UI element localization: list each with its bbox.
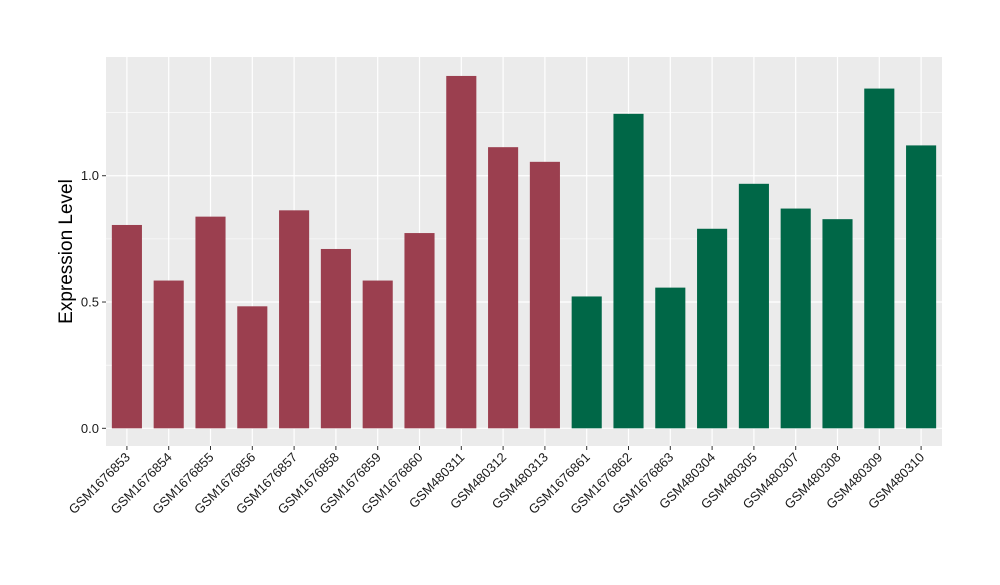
bar-GSM1676860 — [404, 233, 435, 429]
bar-GSM480313 — [529, 161, 560, 429]
bar-GSM480304 — [697, 228, 728, 429]
y-tick-label: 1.0 — [81, 168, 99, 183]
bar-GSM480307 — [780, 208, 811, 429]
bar-GSM480310 — [906, 145, 937, 429]
bar-GSM1676863 — [655, 287, 686, 429]
bar-GSM480305 — [738, 183, 769, 429]
y-axis-title: Expression Level — [56, 179, 77, 324]
y-axis: 0.0 0.5 1.0 — [81, 168, 106, 436]
bar-GSM1676858 — [320, 248, 351, 429]
bar-GSM480309 — [864, 88, 895, 429]
bar-GSM1676861 — [571, 296, 602, 429]
bar-GSM480311 — [446, 75, 477, 429]
bars — [111, 75, 937, 429]
x-axis: GSM1676853GSM1676854GSM1676855GSM1676856… — [66, 446, 927, 517]
bar-GSM480312 — [488, 147, 519, 429]
plot-panel — [106, 57, 942, 446]
bar-GSM480308 — [822, 219, 853, 429]
bar-GSM1676857 — [279, 210, 310, 429]
bar-GSM1676853 — [111, 224, 142, 429]
bar-GSM1676862 — [613, 113, 644, 429]
bar-GSM1676859 — [362, 280, 393, 429]
bar-GSM1676856 — [237, 306, 268, 429]
y-tick-label: 0.0 — [81, 421, 99, 436]
y-tick-label: 0.5 — [81, 295, 99, 310]
bar-GSM1676855 — [195, 216, 226, 429]
bar-GSM1676854 — [153, 280, 184, 429]
